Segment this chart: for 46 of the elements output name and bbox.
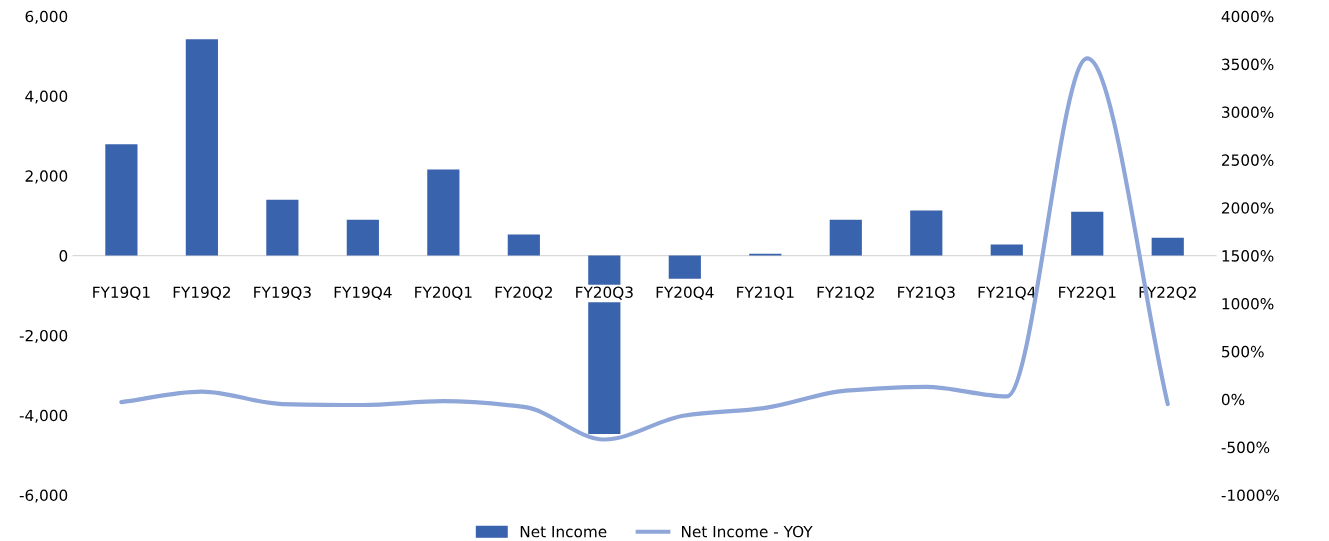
y2-tick-label: 1000% bbox=[1222, 297, 1274, 310]
bar bbox=[427, 169, 460, 256]
x-tick-label: FY19Q2 bbox=[173, 286, 230, 300]
legend-label: Net Income bbox=[520, 525, 607, 538]
bar bbox=[668, 255, 701, 279]
y2-tick-label: 0% bbox=[1221, 393, 1245, 406]
bar bbox=[105, 144, 138, 256]
y2-tick-label: 3000% bbox=[1222, 106, 1274, 119]
y2-tick-label: 1500% bbox=[1222, 250, 1274, 262]
y-tick-label: 4,000 bbox=[25, 90, 68, 104]
x-tick-label: FY22Q1 bbox=[1059, 286, 1116, 300]
x-tick-label: FY20Q1 bbox=[415, 286, 472, 300]
y-tick-label: -2,000 bbox=[19, 329, 68, 343]
x-tick-label: FY19Q4 bbox=[334, 286, 392, 300]
bar bbox=[1151, 237, 1184, 256]
x-tick-label: FY21Q4 bbox=[978, 286, 1036, 300]
y2-tick-label: 4000% bbox=[1221, 10, 1274, 23]
bar bbox=[990, 244, 1023, 256]
x-tick-label: FY21Q1 bbox=[737, 286, 794, 300]
x-tick-label: FY19Q1 bbox=[93, 286, 150, 300]
x-tick-label: FY22Q2 bbox=[1139, 286, 1196, 300]
bar bbox=[829, 219, 862, 256]
x-tick-label: FY21Q2 bbox=[817, 286, 874, 300]
bar bbox=[266, 199, 299, 256]
y-tick-label: 6,000 bbox=[25, 10, 68, 24]
bar bbox=[507, 234, 540, 256]
bar bbox=[346, 219, 379, 256]
x-tick-label: FY21Q3 bbox=[898, 286, 955, 300]
bar bbox=[185, 39, 218, 256]
y-tick-label: -4,000 bbox=[19, 409, 68, 423]
y2-tick-label: 2500% bbox=[1222, 154, 1274, 166]
y-tick-label: 2,000 bbox=[25, 170, 68, 184]
y2-tick-label: 3500% bbox=[1222, 58, 1274, 71]
x-tick-label: FY19Q3 bbox=[254, 286, 311, 300]
x-tick-label: FY20Q4 bbox=[656, 286, 714, 300]
y2-tick-label: -1000% bbox=[1221, 489, 1279, 502]
legend-label: Net Income - YOY bbox=[682, 525, 813, 538]
bar bbox=[910, 210, 943, 256]
y-tick-label: 0 bbox=[59, 250, 68, 262]
y2-tick-label: 2000% bbox=[1222, 202, 1274, 214]
y-tick-label: -6,000 bbox=[19, 489, 68, 503]
bar bbox=[1071, 211, 1104, 256]
x-tick-label: FY20Q3 bbox=[576, 286, 633, 300]
y2-tick-label: 500% bbox=[1222, 345, 1264, 358]
x-tick-label: FY20Q2 bbox=[495, 286, 552, 300]
y2-tick-label: -500% bbox=[1221, 441, 1270, 454]
